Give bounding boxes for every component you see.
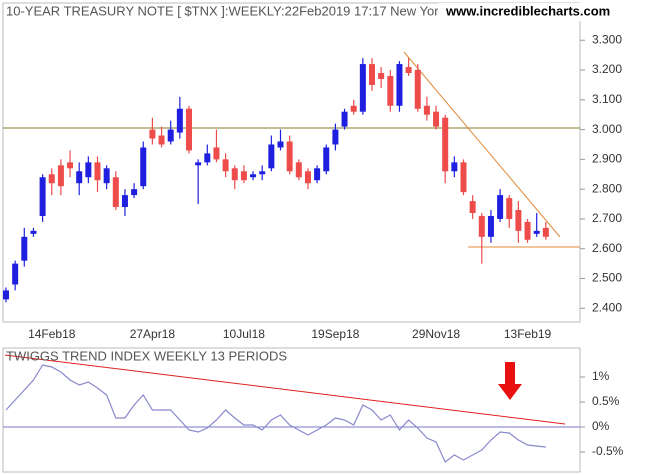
y-tick-label: 3.100: [592, 92, 622, 106]
candle-body: [414, 70, 421, 109]
candle-body: [231, 168, 238, 181]
y-tick-label: 0%: [592, 419, 610, 433]
candle-body: [405, 67, 412, 73]
y-tick-label: 2.900: [592, 152, 622, 166]
candle-body: [176, 108, 183, 133]
candle-body: [497, 195, 504, 219]
candle-body: [524, 221, 531, 240]
candle-body: [295, 162, 302, 178]
y-tick-label: 2.400: [592, 300, 622, 314]
candle-body: [103, 168, 110, 184]
source-box: [438, 3, 642, 21]
candle-body: [332, 129, 339, 145]
y-tick-label: 2.800: [592, 181, 622, 195]
candle-body: [506, 198, 513, 219]
candle-body: [12, 263, 19, 285]
y-tick-label: 2.500: [592, 271, 622, 285]
y-tick-label: 3.000: [592, 122, 622, 136]
candle-body: [277, 141, 284, 148]
candle-body: [286, 141, 293, 172]
candle-body: [314, 168, 321, 181]
indicator-panel: [2, 347, 581, 473]
candle-body: [149, 129, 156, 139]
x-tick-label: 10Jul18: [223, 327, 265, 341]
candle-body: [369, 64, 375, 85]
trend-line: [403, 51, 561, 238]
candle-body: [533, 230, 540, 234]
candle-body: [140, 147, 147, 187]
candle-body: [85, 162, 92, 178]
candle-body: [131, 189, 138, 196]
candle-body: [515, 210, 522, 231]
y-tick-label: 3.300: [592, 32, 622, 46]
y-tick-label: 3.200: [592, 62, 622, 76]
indicator-line: [5, 364, 546, 463]
candle-body: [39, 177, 46, 216]
candle-body: [323, 147, 330, 172]
candle-body: [204, 153, 211, 163]
candle-body: [3, 290, 9, 300]
candle-body: [57, 165, 64, 187]
candle-body: [186, 108, 192, 151]
y-tick-label: -0.5%: [592, 444, 624, 458]
y-tick-label: 0.5%: [592, 394, 620, 408]
candle-body: [396, 64, 403, 106]
candle-body: [158, 135, 165, 145]
x-tick-label: 14Feb18: [28, 327, 76, 341]
candle-body: [304, 171, 311, 184]
candle-body: [378, 72, 385, 79]
candle-body: [48, 174, 55, 184]
candle-body: [469, 201, 476, 213]
candle-body: [213, 147, 220, 160]
candle-body: [478, 215, 485, 237]
indicator-title: TWIGGS TREND INDEX WEEKLY 13 PERIODS: [6, 348, 287, 363]
source: www.incrediblecharts.com: [445, 3, 610, 18]
candle-body: [423, 105, 430, 115]
candle-body: [67, 162, 74, 169]
candle-body: [21, 236, 28, 261]
x-tick-label: 29Nov18: [412, 327, 460, 341]
y-tick-label: 2.600: [592, 241, 622, 255]
candle-body: [112, 177, 119, 208]
x-tick-label: 13Feb19: [504, 327, 552, 341]
y-tick-label: 2.700: [592, 211, 622, 225]
candle-body: [460, 162, 467, 193]
candle-body: [350, 105, 357, 112]
candle-body: [121, 195, 128, 208]
chart-title: 10-YEAR TREASURY NOTE [ $TNX ]:WEEKLY:22…: [6, 3, 439, 18]
candle-body: [167, 129, 174, 142]
candle-body: [542, 227, 549, 237]
candle-body: [259, 171, 266, 175]
candle-body: [341, 111, 348, 127]
candle-body: [240, 171, 247, 181]
x-tick-label: 19Sep18: [311, 327, 359, 341]
arrow: [498, 362, 522, 400]
candle-body: [433, 111, 440, 127]
candle-body: [250, 174, 257, 178]
x-tick-label: 27Apr18: [130, 327, 176, 341]
y-tick-label: 1%: [592, 369, 610, 383]
candle-body: [487, 215, 494, 237]
candle-body: [442, 117, 449, 172]
candle-body: [30, 230, 37, 234]
candle-body: [359, 64, 366, 112]
candle-body: [387, 75, 394, 106]
candle-body: [222, 159, 229, 172]
candle-body: [195, 162, 202, 166]
indicator-trend-line: [4, 354, 566, 425]
candle-body: [76, 171, 83, 184]
candle-body: [268, 144, 275, 169]
candle-body: [94, 162, 101, 181]
candle-body: [451, 162, 458, 172]
